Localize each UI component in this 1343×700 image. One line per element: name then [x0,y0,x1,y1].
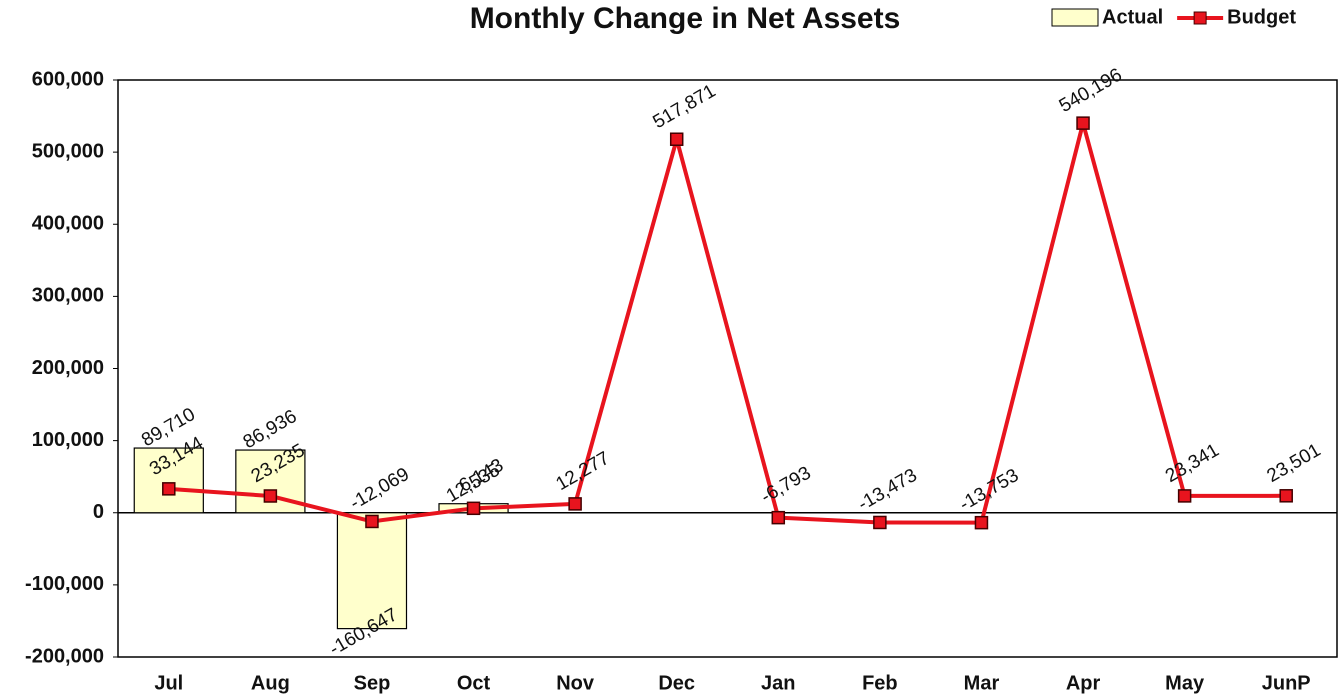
data-label: -12,069 [347,464,413,514]
marker [568,497,582,511]
x-tick-label: Mar [964,672,1000,694]
bar [336,512,408,630]
y-tick-label: 200,000 [32,357,104,379]
y-tick-label: 500,000 [32,140,104,162]
data-label: -13,473 [854,465,920,515]
data-label: 540,196 [1056,64,1126,117]
plot-frame [117,79,1338,658]
x-tick-label: Dec [658,672,695,694]
marker [466,501,481,516]
data-label: 517,871 [649,81,719,134]
marker [365,514,379,529]
x-tick-label: Jul [154,672,183,694]
bar [133,447,204,514]
x-tick-label: Nov [556,672,595,694]
x-tick-label: Aug [251,672,290,694]
data-label: -13,753 [956,465,1022,515]
x-tick-label: Jan [761,672,795,694]
marker [974,515,989,530]
marker [873,515,887,530]
data-label: 12,277 [552,448,613,495]
y-tick-label: -100,000 [25,573,104,595]
y-tick-label: 400,000 [32,213,104,235]
marker [1076,116,1090,130]
marker [162,482,176,496]
x-tick-label: JunP [1262,672,1311,694]
x-tick-label: Apr [1066,672,1101,694]
x-tick-label: May [1165,672,1205,694]
y-tick-label: 300,000 [32,285,104,307]
y-tick-label: -200,000 [25,645,104,667]
x-tick-label: Sep [354,672,391,694]
y-tick-label: 0 [93,501,104,523]
marker [669,132,684,146]
marker [263,489,278,503]
x-tick-label: Oct [457,672,491,694]
marker [771,510,786,525]
legend-swatch [1051,8,1099,27]
legend-label: Actual [1102,6,1163,28]
legend-swatch [1193,11,1207,25]
marker [1177,489,1192,503]
line [168,121,1287,525]
y-tick-label: 100,000 [32,429,104,451]
legend-label: Budget [1227,6,1296,28]
marker [1279,489,1293,503]
data-label: 23,501 [1264,440,1325,487]
chart-title: Monthly Change in Net Assets [470,2,901,35]
y-tick-label: 600,000 [32,68,104,90]
x-tick-label: Feb [862,672,898,694]
